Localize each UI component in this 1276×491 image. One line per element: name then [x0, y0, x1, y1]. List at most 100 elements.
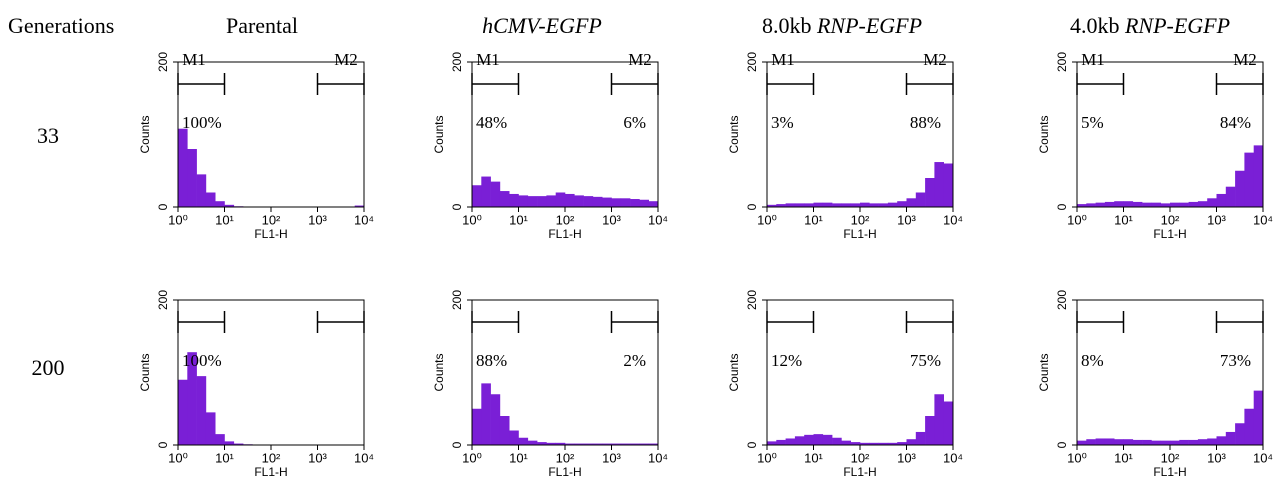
x-tick-label: 10³	[1207, 450, 1226, 465]
x-tick-label: 10²	[851, 450, 870, 465]
histogram-bar	[1244, 408, 1255, 445]
y-axis-label: Counts	[1037, 115, 1051, 153]
y-tick-label: 0	[156, 441, 170, 448]
y-axis-label: Counts	[432, 115, 446, 153]
gate-name: M2	[334, 50, 358, 69]
x-tick-label: 10⁰	[1067, 212, 1087, 227]
gate-percent: 75%	[910, 351, 941, 370]
gate-percent: 48%	[476, 113, 507, 132]
histogram-bar	[813, 202, 824, 207]
histogram-bar	[1086, 439, 1096, 445]
histogram-bar	[1077, 204, 1087, 207]
histogram-bar	[648, 443, 659, 445]
x-tick-label: 10²	[1161, 450, 1180, 465]
y-tick-label: 0	[745, 203, 759, 210]
histogram-bar	[546, 195, 557, 207]
histogram-bar	[1123, 201, 1134, 207]
gate-name: M1	[771, 50, 795, 69]
histogram-bar	[794, 436, 805, 445]
y-tick-label: 200	[1055, 290, 1069, 310]
histogram-bar	[196, 174, 207, 207]
x-tick-label: 10⁰	[757, 450, 777, 465]
histogram-bar	[583, 196, 594, 207]
gate-percent: 6%	[623, 113, 646, 132]
histogram-bar	[804, 434, 814, 445]
histogram-bar	[878, 442, 889, 445]
histogram-bar	[1225, 431, 1236, 445]
histogram-bar	[822, 202, 833, 207]
x-tick-label: 10⁴	[648, 450, 668, 465]
y-tick-label: 0	[745, 441, 759, 448]
histogram-bar	[869, 203, 879, 207]
histogram-bar	[1077, 440, 1087, 445]
histogram-bar	[1197, 201, 1208, 207]
histogram-bar	[574, 195, 584, 207]
row-header: 33	[37, 123, 59, 148]
histogram-bar	[925, 178, 935, 207]
histogram-bar	[620, 443, 631, 445]
histogram-bar	[527, 440, 538, 445]
gate-percent: 73%	[1220, 351, 1251, 370]
x-tick-label: 10²	[1161, 212, 1180, 227]
column-header: 8.0kb RNP-EGFP	[762, 13, 922, 38]
column-header: 4.0kb RNP-EGFP	[1070, 13, 1230, 38]
y-axis-label: Counts	[727, 353, 741, 391]
histogram-bar	[490, 394, 501, 445]
histogram-bar	[1235, 170, 1245, 207]
histogram-bar	[611, 198, 622, 207]
y-tick-label: 0	[156, 203, 170, 210]
gate-name: M2	[628, 50, 652, 69]
histogram-bar	[1244, 152, 1255, 207]
histogram-bar	[620, 198, 631, 207]
x-tick-label: 10¹	[1114, 450, 1133, 465]
histogram-bar	[776, 439, 786, 445]
histogram-bar	[1151, 202, 1162, 207]
histogram-bar	[804, 203, 814, 207]
histogram-bar	[897, 201, 907, 207]
x-tick-label: 10³	[602, 212, 621, 227]
histogram-bar	[224, 441, 235, 445]
histogram-bar	[1086, 203, 1096, 207]
x-tick-label: 10²	[556, 450, 575, 465]
gate-percent: 3%	[771, 113, 794, 132]
histogram-bar	[178, 128, 188, 207]
histogram-bar	[1179, 439, 1189, 445]
y-axis-label: Counts	[432, 353, 446, 391]
histogram-bar	[934, 162, 945, 207]
histogram-bar	[592, 196, 603, 207]
x-tick-label: 10⁴	[943, 212, 963, 227]
x-axis-label: FL1-H	[1153, 465, 1186, 479]
y-axis-label: Counts	[138, 115, 152, 153]
histogram-bar	[794, 203, 805, 207]
x-tick-label: 10¹	[215, 212, 234, 227]
histogram-bar	[934, 394, 945, 445]
histogram-bar	[481, 383, 491, 445]
histogram-bar	[1114, 439, 1124, 445]
histogram-bar	[887, 442, 898, 445]
histogram-bar	[887, 202, 898, 207]
y-tick-label: 200	[156, 290, 170, 310]
histogram-bar	[499, 191, 510, 207]
histogram-bar	[555, 192, 566, 207]
x-axis-label: FL1-H	[548, 465, 581, 479]
histogram-bar	[565, 193, 575, 207]
histogram-bar	[518, 195, 529, 207]
histogram-bar	[850, 442, 861, 445]
x-axis-label: FL1-H	[254, 465, 287, 479]
histogram-bar	[1142, 439, 1152, 445]
histogram-bar	[215, 434, 225, 445]
y-tick-label: 0	[450, 203, 464, 210]
gate-name: M2	[1233, 50, 1257, 69]
column-header: hCMV-EGFP	[482, 13, 602, 38]
x-tick-label: 10³	[897, 450, 916, 465]
x-tick-label: 10⁰	[462, 450, 482, 465]
histogram-bar	[832, 437, 842, 445]
row-header: 200	[32, 355, 65, 380]
histogram-bar	[860, 442, 870, 445]
histogram-bar	[897, 442, 907, 445]
histogram-bar	[205, 192, 216, 207]
x-tick-label: 10⁴	[1253, 212, 1273, 227]
histogram-bar	[776, 204, 786, 207]
x-tick-label: 10⁴	[1253, 450, 1273, 465]
